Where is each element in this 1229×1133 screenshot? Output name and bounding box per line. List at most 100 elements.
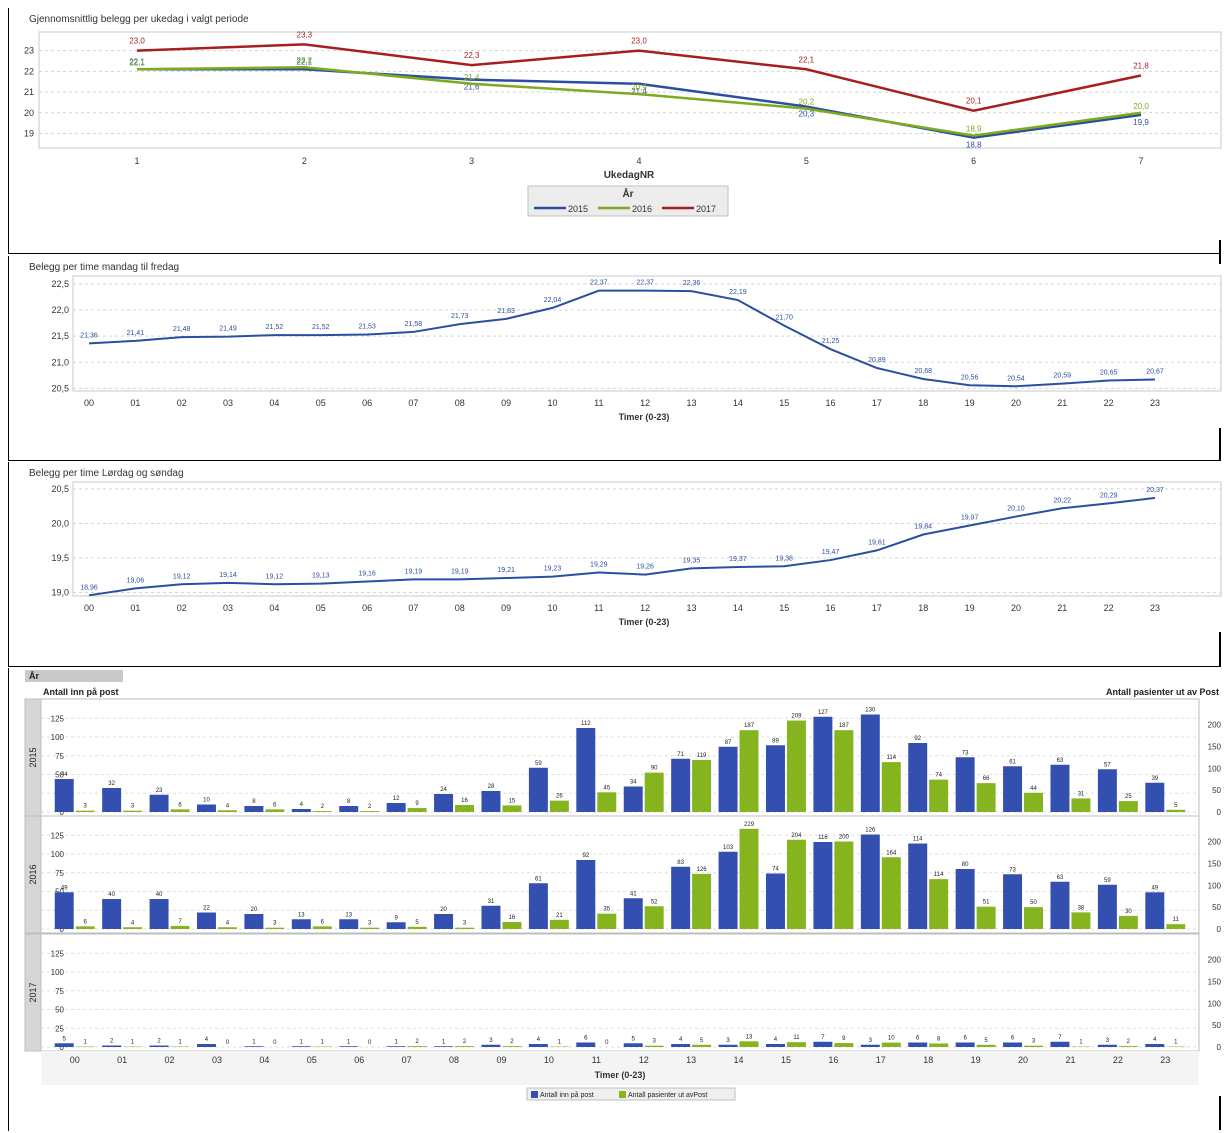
bar-label: 6 [321, 919, 325, 925]
bar-ut [786, 1042, 806, 1047]
left-tick-label: 100 [51, 850, 65, 859]
y-tick-label: 22,0 [51, 305, 69, 315]
bar-label: 114 [913, 837, 923, 843]
data-label: 20,22 [1054, 497, 1072, 504]
weekend-hourly-chart-panel: Belegg per time Lørdag og søndag 19,0 19,… [8, 462, 1222, 667]
bar-label: 7 [821, 1035, 825, 1041]
x-tick-label: 18 [918, 603, 928, 613]
bar-inn [244, 914, 264, 929]
bar-inn [102, 899, 122, 929]
bar-ut [976, 1044, 996, 1047]
data-label: 19,19 [451, 568, 469, 575]
bar-inn [149, 794, 169, 812]
bar-inn [481, 905, 501, 929]
bar-ut [739, 828, 759, 929]
data-label: 21,4 [631, 87, 647, 96]
bar-inn [908, 743, 928, 812]
right-tick-label: 50 [1212, 786, 1221, 795]
data-label: 21,4 [464, 73, 480, 82]
data-label: 22,37 [590, 280, 608, 287]
right-tick-label: 50 [1212, 903, 1221, 912]
x-tick-label: 04 [259, 1055, 269, 1065]
bar-ut [881, 762, 901, 812]
bar-label: 10 [888, 1036, 895, 1042]
bar-inn [623, 786, 643, 812]
x-tick-label: 16 [826, 603, 836, 613]
x-tick-label: 17 [872, 603, 882, 613]
x-tick-label: 21 [1057, 603, 1067, 613]
bar-label: 3 [273, 921, 277, 927]
x-axis-label: Timer (0-23) [619, 617, 670, 627]
bar-inn [765, 1044, 785, 1047]
x-tick-label: 03 [223, 603, 233, 613]
y-tick-label: 22,5 [51, 279, 69, 289]
bar-ut [407, 1046, 427, 1047]
bar-inn [1050, 1041, 1070, 1047]
bar-ut [1118, 801, 1138, 812]
bar-label: 13 [746, 1034, 753, 1040]
data-label: 21,6 [464, 83, 480, 92]
bar-label: 34 [630, 780, 637, 786]
bar-label: 24 [440, 787, 447, 793]
bar-ut [360, 927, 380, 929]
x-tick-label: 06 [354, 1055, 364, 1065]
bar-label: 6 [584, 1036, 588, 1042]
chart-title: Gjennomsnittlig belegg per ukedag i valg… [29, 14, 249, 25]
bar-label: 1 [1174, 1040, 1178, 1046]
x-tick-label: 4 [636, 156, 641, 166]
bar-label: 21 [556, 913, 563, 919]
bar-label: 127 [818, 710, 829, 716]
bar-inn [718, 746, 738, 812]
bar-label: 2 [157, 1039, 161, 1045]
x-tick-label: 16 [828, 1055, 838, 1065]
bar-label: 66 [983, 776, 990, 782]
bar-inn [1097, 884, 1117, 929]
data-label: 21,52 [266, 324, 284, 331]
bar-ut [123, 810, 143, 812]
bar-inn [1050, 881, 1070, 929]
bar-label: 4 [537, 1037, 541, 1043]
bar-ut [1024, 792, 1044, 812]
panel-label: 2016 [28, 864, 38, 884]
bar-ut [834, 1043, 854, 1047]
bar-label: 1 [394, 1039, 398, 1045]
x-tick-label: 21 [1057, 398, 1067, 408]
x-tick-label: 20 [1011, 603, 1021, 613]
y-tick-label: 20,5 [51, 383, 69, 393]
right-tick-label: 100 [1208, 881, 1222, 890]
bar-ut [644, 1045, 664, 1047]
bar-inn [102, 788, 122, 812]
bar-label: 40 [156, 892, 163, 898]
data-label: 19,9 [1133, 118, 1149, 127]
x-tick-label: 10 [544, 1055, 554, 1065]
data-label: 23,0 [129, 37, 145, 46]
y-tick-label: 23 [24, 46, 34, 56]
x-tick-label: 23 [1150, 603, 1160, 613]
data-label: 19,19 [405, 568, 423, 575]
bar-ut [739, 1041, 759, 1047]
data-label: 19,12 [266, 573, 284, 580]
bar-inn [671, 758, 691, 812]
bar-ut [1118, 1046, 1138, 1047]
bar-label: 4 [131, 920, 135, 926]
group-header-bar [25, 670, 123, 682]
bar-label: 5 [700, 1038, 704, 1044]
bar-inn [1003, 874, 1023, 929]
x-tick-label: 20 [1018, 1055, 1028, 1065]
data-label: 21,53 [358, 324, 376, 331]
bar-label: 39 [1151, 776, 1158, 782]
bar-ut [597, 792, 617, 812]
x-tick-label: 09 [501, 398, 511, 408]
data-label: 20,89 [868, 357, 886, 364]
bar-label: 80 [962, 862, 969, 868]
bar-label: 4 [205, 1037, 209, 1043]
data-label: 19,38 [775, 555, 793, 562]
panel-label: 2015 [28, 747, 38, 767]
bar-inn [718, 851, 738, 929]
bar-inn [765, 745, 785, 812]
plot-area [72, 275, 1222, 392]
data-label: 22,04 [544, 297, 562, 304]
bar-ut [170, 809, 190, 812]
data-label: 20,56 [961, 374, 979, 381]
bar-inn [196, 804, 216, 812]
